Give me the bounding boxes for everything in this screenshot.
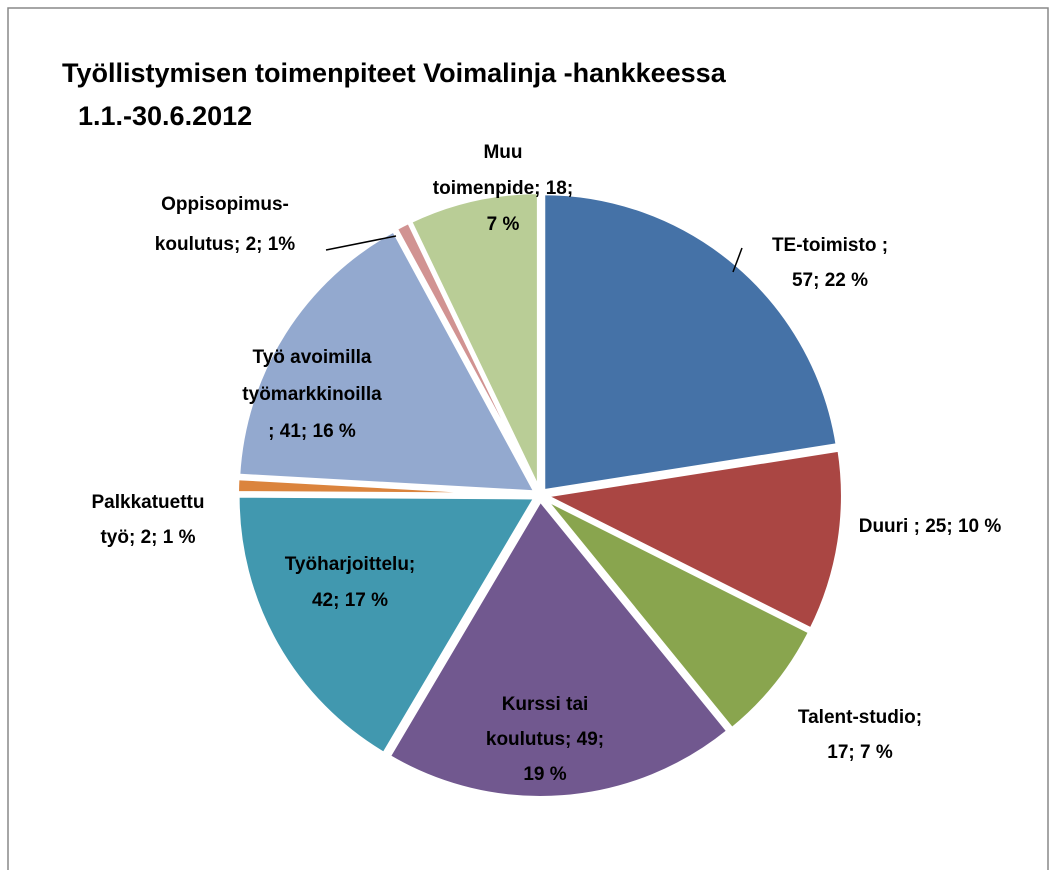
data-label: ; 41; 16 % xyxy=(268,421,356,442)
leader-line xyxy=(732,247,743,273)
data-label: TE-toimisto ; xyxy=(772,235,888,256)
data-label: työ; 2; 1 % xyxy=(100,527,195,548)
data-label: Palkkatuettu xyxy=(92,492,205,513)
pie-slice xyxy=(235,493,540,757)
data-label: koulutus; 2; 1% xyxy=(155,234,296,255)
data-label: 42; 17 % xyxy=(312,590,388,611)
data-label: Duuri ; 25; 10 % xyxy=(859,516,1002,537)
data-label: 17; 7 % xyxy=(827,742,893,763)
pie-slice xyxy=(538,447,845,633)
data-label: koulutus; 49; xyxy=(486,729,604,750)
pie-slice xyxy=(236,227,540,495)
leader-line xyxy=(325,235,397,251)
chart-subtitle: 1.1.-30.6.2012 xyxy=(78,101,252,131)
data-label: Työ avoimilla xyxy=(253,347,372,368)
data-label: Työharjoittelu; xyxy=(285,554,416,575)
pie-slice xyxy=(541,191,840,494)
data-label: toimenpide; 18; xyxy=(433,178,573,199)
data-label: Kurssi tai xyxy=(502,694,589,715)
pie-slice xyxy=(542,496,813,733)
data-label: työmarkkinoilla xyxy=(242,384,382,405)
data-label: Muu xyxy=(483,142,522,163)
data-label: 57; 22 % xyxy=(792,270,868,291)
pie xyxy=(234,190,845,800)
pie-slice xyxy=(234,476,536,497)
pie-slice xyxy=(385,496,732,800)
pie-slice xyxy=(407,190,541,491)
data-label: Oppisopimus- xyxy=(161,194,289,215)
data-label: 7 % xyxy=(487,214,520,235)
data-label: 19 % xyxy=(523,764,566,785)
data-label: Talent-studio; xyxy=(798,707,922,728)
chart-title: Työllistymisen toimenpiteet Voimalinja -… xyxy=(62,58,727,88)
